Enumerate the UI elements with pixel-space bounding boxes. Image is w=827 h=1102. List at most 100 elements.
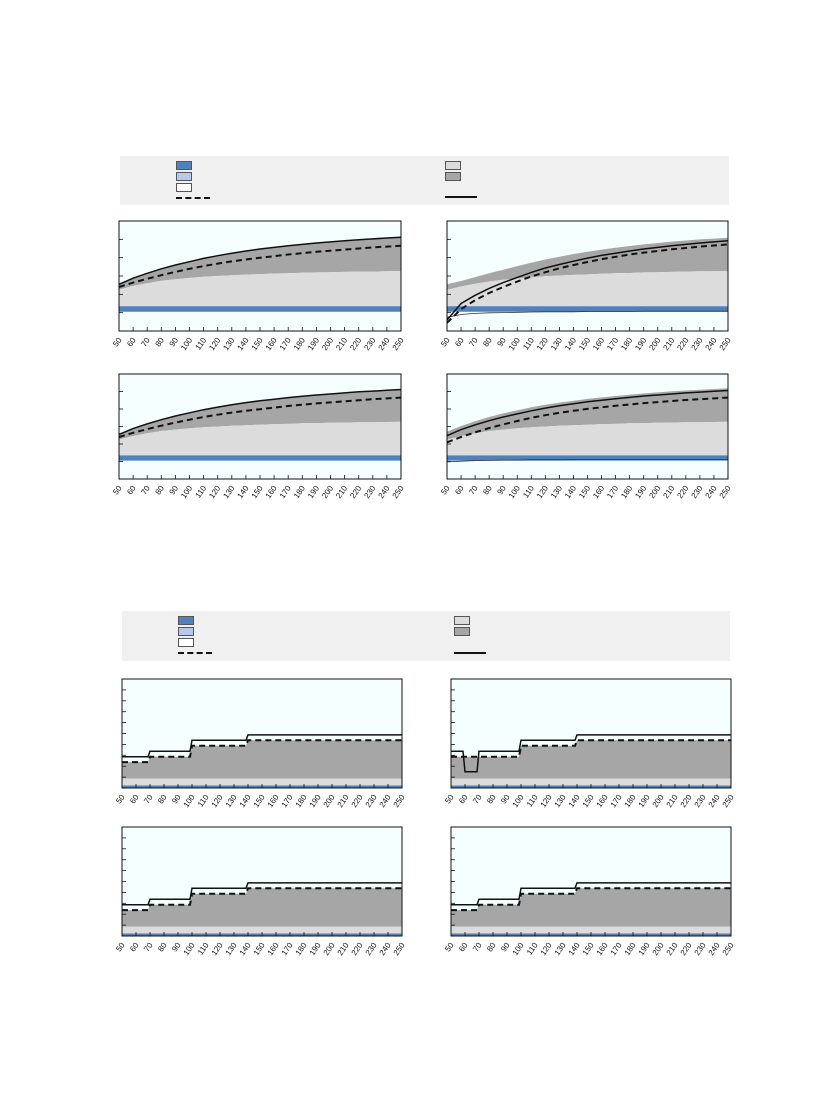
x-tick-label: 200 xyxy=(322,941,337,958)
x-tick-label: 60 xyxy=(128,793,141,806)
x-tick-label: 160 xyxy=(595,793,610,810)
x-tick-label: 230 xyxy=(690,336,705,353)
x-tick-label: 190 xyxy=(633,484,648,501)
x-tick-label: 250 xyxy=(391,336,406,353)
x-tick-label: 100 xyxy=(507,336,522,353)
x-tick-label: 180 xyxy=(294,793,309,810)
band-light-gray xyxy=(447,421,728,456)
x-tick-label: 120 xyxy=(535,336,550,353)
chart-panel-2: 50 60 70 80 90 100 110 120 130 140 150 160 170 180 190… xyxy=(439,220,733,352)
x-tick-label: 150 xyxy=(581,941,596,958)
x-tick-label: 190 xyxy=(637,941,652,958)
x-tick-label: 130 xyxy=(224,941,239,958)
x-tick-label: 100 xyxy=(182,793,197,810)
x-tick-label: 140 xyxy=(238,941,253,958)
x-tick-label: 100 xyxy=(511,941,526,958)
x-tick-label: 180 xyxy=(623,941,638,958)
band-light-gray xyxy=(119,421,401,456)
x-tick-label: 50 xyxy=(114,793,127,806)
x-tick-label: 100 xyxy=(179,484,194,501)
x-tick-label: 140 xyxy=(236,484,251,501)
band-gray xyxy=(451,888,731,927)
x-tick-label: 170 xyxy=(280,941,295,958)
x-tick-label: 150 xyxy=(250,336,265,353)
dashed-series-line xyxy=(122,739,402,764)
x-tick-label: 150 xyxy=(577,484,592,501)
x-tick-label: 190 xyxy=(306,484,321,501)
x-tick-label: 110 xyxy=(196,941,211,957)
band-light-gray xyxy=(447,271,728,307)
x-tick-label: 240 xyxy=(377,336,392,353)
dashed-series-line xyxy=(451,887,731,912)
band-light-gray xyxy=(122,926,402,934)
x-tick-label: 230 xyxy=(690,484,705,501)
x-tick-label: 210 xyxy=(661,336,676,353)
x-tick-label: 160 xyxy=(591,336,606,353)
dashed-series-line xyxy=(451,739,731,758)
x-tick-label: 180 xyxy=(294,941,309,958)
x-tick-label: 80 xyxy=(481,484,494,497)
dashed-series-line xyxy=(446,396,729,444)
x-tick-label: 230 xyxy=(693,941,708,958)
x-tick-label: 60 xyxy=(453,336,466,349)
x-tick-label: 60 xyxy=(128,941,141,954)
band-light-gray xyxy=(119,271,401,307)
x-tick-label: 180 xyxy=(619,484,634,501)
x-tick-label: 70 xyxy=(142,941,155,954)
band-gray xyxy=(447,388,728,440)
x-tick-label: 200 xyxy=(320,336,335,353)
solid-series-line xyxy=(122,882,402,906)
x-tick-label: 170 xyxy=(605,336,620,353)
x-tick-label: 110 xyxy=(525,793,540,809)
x-tick-label: 180 xyxy=(292,336,307,353)
x-tick-label: 50 xyxy=(439,484,452,497)
x-tick-label: 120 xyxy=(210,941,225,958)
x-tick-label: 160 xyxy=(266,793,281,810)
dashed-series-line xyxy=(118,396,402,438)
x-tick-label: 120 xyxy=(210,793,225,810)
x-tick-label: 250 xyxy=(718,336,733,353)
x-tick-label: 140 xyxy=(238,793,253,810)
x-tick-label: 230 xyxy=(362,484,377,501)
legend-swatch-white xyxy=(178,638,194,647)
legend-swatch-gray xyxy=(445,172,461,181)
legend-top xyxy=(120,156,729,205)
x-tick-label: 200 xyxy=(651,941,666,958)
x-tick-label: 180 xyxy=(292,484,307,501)
band-dark-blue xyxy=(119,306,401,312)
x-tick-label: 80 xyxy=(481,336,494,349)
x-tick-label: 80 xyxy=(156,941,169,954)
x-tick-label: 140 xyxy=(563,484,578,501)
x-tick-label: 150 xyxy=(250,484,265,501)
x-tick-label: 130 xyxy=(221,336,236,353)
x-tick-label: 100 xyxy=(182,941,197,958)
x-tick-label: 80 xyxy=(156,793,169,806)
x-tick-label: 190 xyxy=(306,336,321,353)
x-tick-label: 170 xyxy=(280,793,295,810)
x-tick-label: 200 xyxy=(322,793,337,810)
solid-series-line xyxy=(446,240,729,321)
x-tick-label: 60 xyxy=(125,484,138,497)
x-tick-label: 80 xyxy=(485,793,498,806)
x-tick-label: 80 xyxy=(153,484,166,497)
x-tick-label: 160 xyxy=(266,941,281,958)
x-tick-label: 70 xyxy=(139,484,152,497)
band-dark-blue xyxy=(447,306,728,312)
x-tick-label: 100 xyxy=(179,336,194,353)
band-gray xyxy=(122,740,402,779)
x-tick-label: 230 xyxy=(364,793,379,810)
x-tick-label: 50 xyxy=(439,336,452,349)
x-tick-label: 190 xyxy=(633,336,648,353)
legend-solid-line xyxy=(454,652,486,654)
x-tick-label: 130 xyxy=(553,941,568,958)
x-tick-label: 100 xyxy=(511,793,526,810)
legend-dashed-line xyxy=(176,197,210,199)
x-tick-label: 160 xyxy=(595,941,610,958)
x-tick-label: 60 xyxy=(457,941,470,954)
x-tick-label: 140 xyxy=(567,941,582,958)
solid-series-line xyxy=(122,734,402,758)
x-tick-label: 140 xyxy=(567,793,582,810)
x-tick-label: 200 xyxy=(647,484,662,501)
x-tick-label: 70 xyxy=(467,484,480,497)
x-tick-label: 150 xyxy=(577,336,592,353)
